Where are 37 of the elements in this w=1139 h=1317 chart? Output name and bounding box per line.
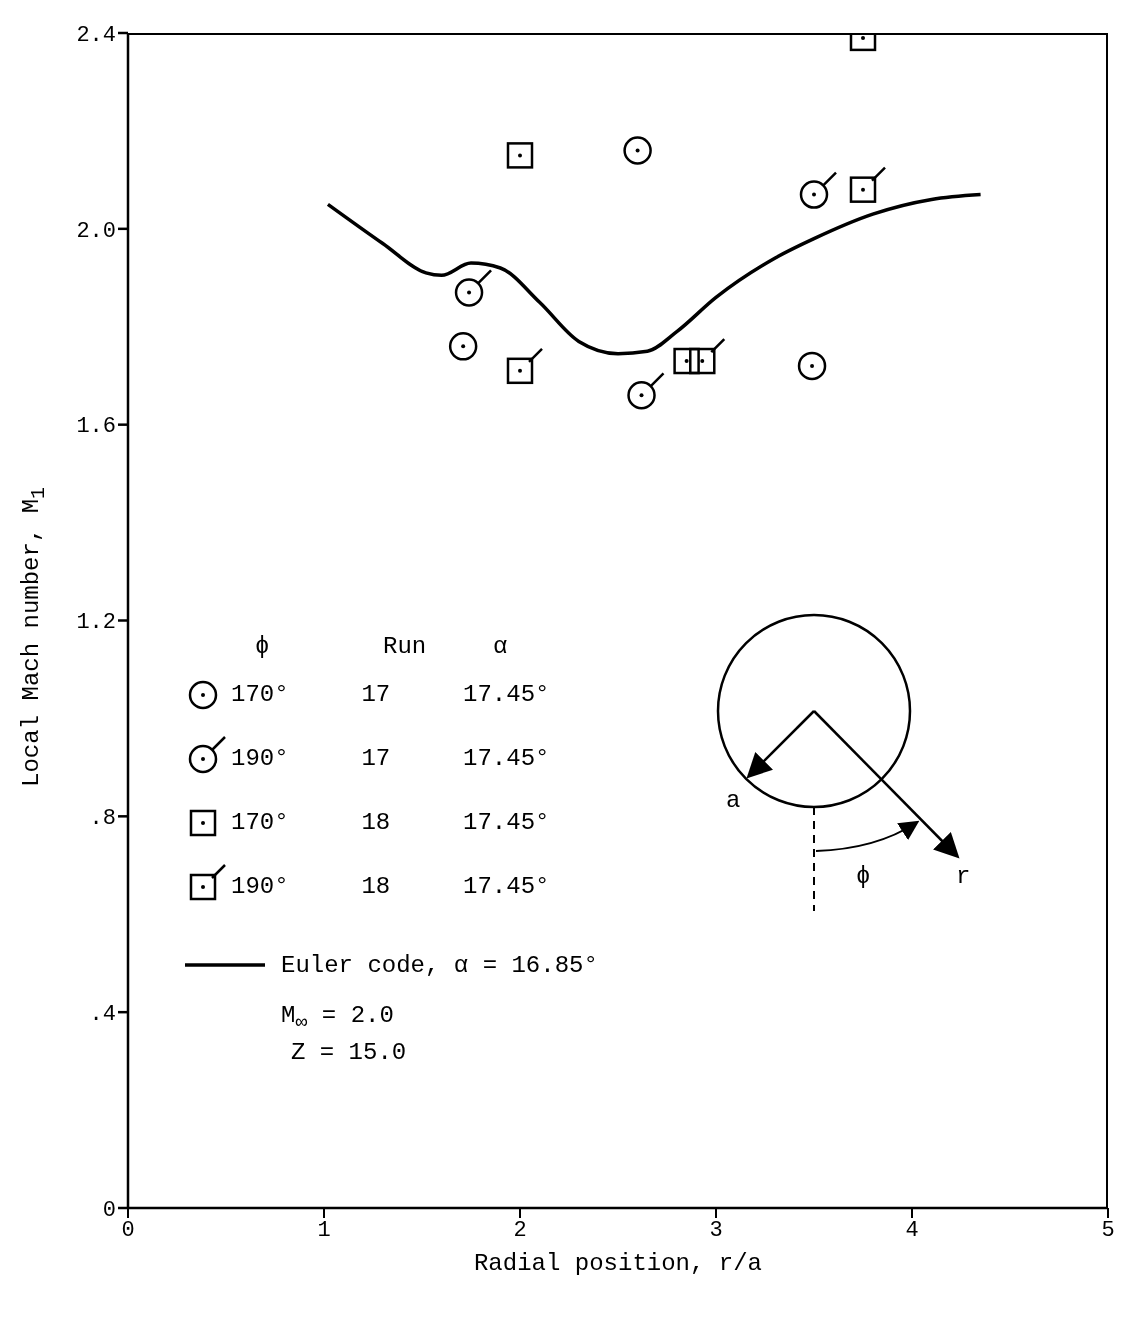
annotation: a: [726, 786, 741, 814]
point: [506, 357, 534, 385]
y-tick-label: 1.2: [76, 610, 116, 636]
point: [799, 180, 829, 209]
y-tick-label: .4: [89, 1001, 116, 1027]
x-axis-title: Radial position, r/a: [472, 1250, 763, 1277]
annotation: Z = 15.0: [290, 1037, 408, 1068]
annotation: M$_{∞}$ = 2.0: [281, 1001, 395, 1036]
y-tick-label: 1.6: [76, 414, 116, 440]
x-tick-label: 2: [513, 1217, 527, 1243]
x-tick-label: 1: [317, 1217, 331, 1243]
annotation: r: [956, 862, 971, 890]
point: [797, 351, 827, 381]
point: [673, 347, 700, 375]
annotation: ϕ: [856, 862, 871, 890]
legend-label: 170° 17 17.45°: [231, 681, 550, 708]
y-tick-label: 2.0: [76, 218, 116, 244]
point: [623, 136, 652, 165]
legend-label: Euler code, α = 16.85°: [281, 951, 598, 979]
x-tick-label: 4: [905, 1217, 919, 1243]
legend-label: 190° 18 17.45°: [231, 873, 550, 900]
point: [454, 278, 484, 307]
line-series: [326, 192, 983, 356]
x-tick-label: 3: [709, 1217, 723, 1243]
point: [448, 332, 478, 361]
point: [627, 381, 656, 410]
point: [689, 347, 716, 375]
y-tick-label: 2.4: [76, 22, 116, 48]
text: ϕ Run α: [255, 633, 508, 660]
point: [849, 176, 877, 203]
y-tick-label: 0: [102, 1197, 116, 1223]
x-tick-label: 0: [121, 1217, 135, 1243]
point: [506, 142, 534, 169]
y-tick-label: .8: [89, 806, 116, 832]
legend-label: 170° 18 17.45°: [231, 809, 550, 836]
legend-label: 190° 17 17.45°: [231, 745, 550, 772]
x-tick-label: 5: [1101, 1217, 1115, 1243]
